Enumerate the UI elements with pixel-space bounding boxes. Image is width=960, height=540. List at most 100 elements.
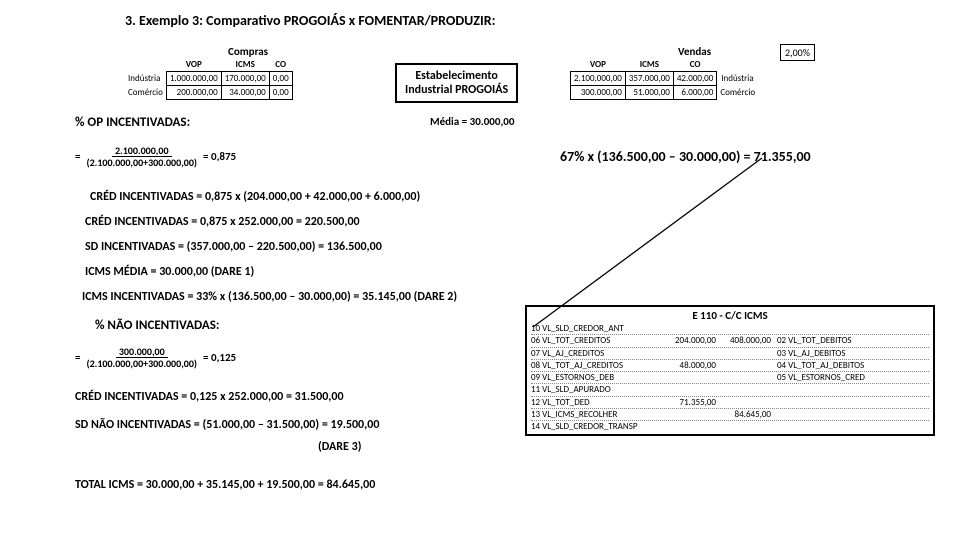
e110-row: 07 VL_AJ_CREDITOS 03 VL_AJ_DEBITOS — [531, 348, 929, 360]
calc-line-5: ICMS INCENTIVADAS = 33% x (136.500,00 – … — [82, 290, 457, 304]
e110-val1 — [661, 372, 716, 383]
e110-val2 — [716, 360, 771, 371]
center-establishment-box: Estabelecimento Industrial PROGOIÁS — [395, 63, 518, 103]
vendas-table: VOP ICMS CO 2.100.000,00 357.000,00 42.0… — [570, 58, 759, 100]
e110-row: 12 VL_TOT_DED71.355,00 — [531, 397, 929, 409]
formula-1: = 2.100.000,00 (2.100.000,00+300.000,00)… — [75, 145, 236, 168]
formula-2: = 300.000,00 (2.100.000,00+300.000,00) =… — [75, 346, 236, 369]
e110-val2: 408.000,00 — [716, 335, 771, 346]
cell: 51.000,00 — [625, 86, 673, 100]
compras-label: Compras — [228, 45, 268, 58]
e110-field-right — [771, 384, 929, 395]
op-incentivadas-label: % OP INCENTIVADAS: — [75, 115, 190, 130]
e110-val2 — [716, 384, 771, 395]
e110-val1 — [661, 409, 716, 420]
e110-field-left: 07 VL_AJ_CREDITOS — [531, 348, 661, 359]
e110-val1 — [661, 348, 716, 359]
e110-val1 — [661, 323, 716, 334]
e110-val2 — [716, 323, 771, 334]
calc-line-4: ICMS MÉDIA = 30.000,00 (DARE 1) — [85, 265, 254, 279]
e110-field-left: 06 VL_TOT_CREDITOS — [531, 335, 661, 346]
center-line1: Estabelecimento — [405, 69, 508, 83]
e110-val2 — [716, 348, 771, 359]
cell: 1.000.000,00 — [166, 72, 221, 86]
e110-val1: 48.000,00 — [661, 360, 716, 371]
cell: 2.100.000,00 — [571, 72, 626, 86]
e110-row: 10 VL_SLD_CREDOR_ANT — [531, 323, 929, 335]
frac2-den: (2.100.000,00+300.000,00) — [83, 358, 200, 369]
vendas-col-vop: VOP — [571, 58, 626, 72]
e110-val2: 84.645,00 — [716, 409, 771, 420]
calc-line-3: SD INCENTIVADAS = (357.000,00 – 220.500,… — [85, 240, 382, 254]
compras-col-vop: VOP — [166, 58, 221, 72]
e110-field-right: 02 VL_TOT_DEBITOS — [771, 335, 929, 346]
e110-field-right: 03 VL_AJ_DEBITOS — [771, 348, 929, 359]
e110-title: E 110 - C/C ICMS — [531, 309, 929, 322]
vendas-col-icms: ICMS — [625, 58, 673, 72]
e110-val1 — [661, 384, 716, 395]
compras-col-co: CO — [269, 58, 292, 72]
total-line: TOTAL ICMS = 30.000,00 + 35.145,00 + 19.… — [75, 478, 375, 492]
frac1-den: (2.100.000,00+300.000,00) — [83, 157, 200, 168]
e110-field-right — [771, 397, 929, 408]
calc2-line-2: SD NÃO INCENTIVADAS = (51.000,00 – 31.50… — [75, 418, 379, 432]
frac2-res: = 0,125 — [203, 351, 236, 364]
e110-field-left: 10 VL_SLD_CREDOR_ANT — [531, 323, 661, 334]
e110-val1: 204.000,00 — [661, 335, 716, 346]
calc2-line-1: CRÉD INCENTIVADAS = 0,125 x 252.000,00 =… — [75, 390, 344, 404]
e110-field-right — [771, 323, 929, 334]
big-calc: 67% x (136.500,00 – 30.000,00) = 71.355,… — [560, 148, 811, 165]
e110-field-left: 14 VL_SLD_CREDOR_TRANSP — [531, 421, 661, 432]
cell: 42.000,00 — [673, 72, 716, 86]
e110-field-right: 04 VL_TOT_AJ_DEBITOS — [771, 360, 929, 371]
nao-incentivadas-label: % NÃO INCENTIVADAS: — [95, 318, 220, 333]
calc2-line-3: (DARE 3) — [318, 440, 361, 454]
page-title: 3. Exemplo 3: Comparativo PROGOIÁS x FOM… — [125, 12, 495, 29]
compras-row-industria: Indústria — [125, 72, 166, 86]
e110-field-left: 09 VL_ESTORNOS_DEB — [531, 372, 661, 383]
e110-field-right — [771, 409, 929, 420]
calc-line-2: CRÉD INCENTIVADAS = 0,875 x 252.000,00 =… — [85, 215, 360, 229]
frac1-res: = 0,875 — [203, 150, 236, 163]
center-line2: Industrial PROGOIÁS — [405, 83, 508, 97]
calc-line-1: CRÉD INCENTIVADAS = 0,875 x (204.000,00 … — [90, 190, 420, 204]
eq-sign-2: = — [75, 351, 80, 364]
diagonal-connector — [530, 155, 765, 330]
e110-field-left: 13 VL_ICMS_RECOLHER — [531, 409, 661, 420]
cell: 357.000,00 — [625, 72, 673, 86]
cell: 6.000,00 — [673, 86, 716, 100]
eq-sign: = — [75, 150, 80, 163]
media-text: Média = 30.000,00 — [430, 115, 514, 128]
e110-row: 11 VL_SLD_APURADO — [531, 384, 929, 396]
e110-row: 06 VL_TOT_CREDITOS204.000,00408.000,0002… — [531, 335, 929, 347]
e110-val2 — [716, 421, 771, 432]
e110-row: 08 VL_TOT_AJ_CREDITOS48.000,00 04 VL_TOT_… — [531, 360, 929, 372]
e110-row: 09 VL_ESTORNOS_DEB 05 VL_ESTORNOS_CRED — [531, 372, 929, 384]
e110-field-right — [771, 421, 929, 432]
e110-val2 — [716, 397, 771, 408]
cell: 170.000,00 — [221, 72, 269, 86]
compras-col-icms: ICMS — [221, 58, 269, 72]
e110-val1 — [661, 421, 716, 432]
pct-box: 2,00% — [780, 44, 815, 61]
cell: 300.000,00 — [571, 86, 626, 100]
e110-row: 14 VL_SLD_CREDOR_TRANSP — [531, 421, 929, 432]
cell: 34.000,00 — [221, 86, 269, 100]
e110-val1: 71.355,00 — [661, 397, 716, 408]
e110-field-left: 11 VL_SLD_APURADO — [531, 384, 661, 395]
e110-field-right: 05 VL_ESTORNOS_CRED — [771, 372, 929, 383]
e110-row: 13 VL_ICMS_RECOLHER 84.645,00 — [531, 409, 929, 421]
vendas-label: Vendas — [678, 45, 711, 58]
e110-val2 — [716, 372, 771, 383]
vendas-row-comercio: Comércio — [717, 86, 758, 100]
vendas-col-co: CO — [673, 58, 716, 72]
vendas-row-industria: Indústria — [717, 72, 758, 86]
cell: 0,00 — [269, 72, 292, 86]
cell: 0,00 — [269, 86, 292, 100]
compras-row-comercio: Comércio — [125, 86, 166, 100]
e110-box: E 110 - C/C ICMS 10 VL_SLD_CREDOR_ANT06 … — [525, 305, 935, 436]
e110-field-left: 08 VL_TOT_AJ_CREDITOS — [531, 360, 661, 371]
cell: 200.000,00 — [166, 86, 221, 100]
e110-field-left: 12 VL_TOT_DED — [531, 397, 661, 408]
compras-table: VOP ICMS CO Indústria 1.000.000,00 170.0… — [125, 58, 293, 100]
